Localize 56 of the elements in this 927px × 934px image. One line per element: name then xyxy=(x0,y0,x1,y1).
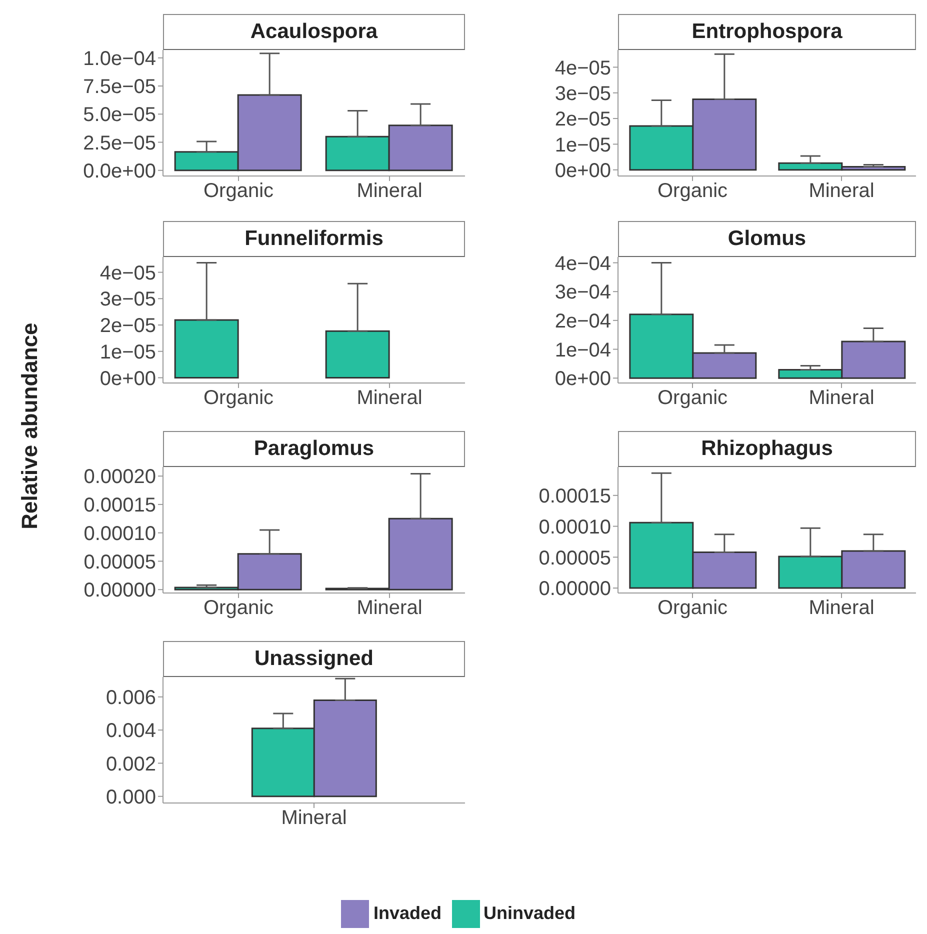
x-tick-label: Organic xyxy=(657,387,728,410)
y-tick-label: 0.00015 xyxy=(84,494,156,517)
y-tick-label: 4e−05 xyxy=(554,57,611,80)
chart-title: Unassigned xyxy=(163,641,465,677)
x-tick-label: Mineral xyxy=(356,180,422,202)
legend-label: Uninvaded xyxy=(484,902,576,923)
y-tick-label: 0.00015 xyxy=(538,486,611,508)
y-tick-label: 5.0e−05 xyxy=(83,104,156,126)
y-tick-label: 0.006 xyxy=(106,686,156,709)
y-tick-label: 7.5e−05 xyxy=(83,76,156,98)
y-tick-label: 2e−05 xyxy=(554,108,611,131)
y-tick-label: 0.00010 xyxy=(538,516,611,538)
y-tick-label: 2.5e−05 xyxy=(83,132,156,154)
y-tick-label: 4e−05 xyxy=(100,262,156,284)
y-tick-label: 1e−04 xyxy=(554,339,611,362)
y-tick-label: 2e−05 xyxy=(100,315,156,338)
x-tick-label: Mineral xyxy=(281,807,347,830)
y-tick-label: 0e+00 xyxy=(554,160,611,182)
y-tick-label: 0.00000 xyxy=(84,580,156,602)
y-tick-label: 0.000 xyxy=(106,786,156,808)
y-tick-label: 0.00010 xyxy=(84,522,156,545)
y-tick-label: 0e+00 xyxy=(100,368,156,390)
x-tick-label: Mineral xyxy=(356,597,422,620)
x-tick-label: Organic xyxy=(203,387,274,410)
y-tick-label: 3e−04 xyxy=(554,282,611,304)
chart-title: Rhizophagus xyxy=(618,431,916,467)
y-tick-label: 0.004 xyxy=(106,720,156,742)
y-tick-label: 0.00000 xyxy=(538,578,611,600)
chart-title: Entrophospora xyxy=(618,14,916,50)
chart-title: Funneliformis xyxy=(163,221,465,257)
y-axis-title: Relative abundance xyxy=(17,322,43,532)
x-tick-label: Mineral xyxy=(808,597,874,620)
x-tick-label: Mineral xyxy=(808,180,874,202)
y-tick-label: 0.00005 xyxy=(538,547,611,570)
chart-title: Paraglomus xyxy=(163,431,465,467)
y-tick-label: 3e−05 xyxy=(100,288,156,311)
chart-title: Acaulospora xyxy=(163,14,465,50)
y-tick-label: 0.002 xyxy=(106,753,156,776)
y-tick-label: 0e+00 xyxy=(554,368,611,390)
x-tick-label: Mineral xyxy=(808,387,874,410)
x-tick-label: Organic xyxy=(203,597,274,620)
x-tick-label: Organic xyxy=(203,180,274,202)
x-tick-label: Mineral xyxy=(356,387,422,410)
legend-label: Invaded xyxy=(373,902,442,923)
x-tick-label: Organic xyxy=(657,180,728,202)
y-tick-label: 3e−05 xyxy=(554,82,611,105)
y-tick-label: 0.00005 xyxy=(84,551,156,574)
y-tick-label: 1e−05 xyxy=(554,134,611,156)
y-tick-label: 0.0e+00 xyxy=(83,160,156,182)
y-tick-label: 1.0e−04 xyxy=(83,48,156,70)
chart-title: Glomus xyxy=(618,221,916,257)
y-tick-label: 0.00020 xyxy=(84,466,156,488)
x-tick-label: Organic xyxy=(657,597,728,620)
y-tick-label: 4e−04 xyxy=(554,252,611,275)
y-tick-label: 1e−05 xyxy=(100,341,156,364)
y-tick-label: 2e−04 xyxy=(554,310,611,333)
